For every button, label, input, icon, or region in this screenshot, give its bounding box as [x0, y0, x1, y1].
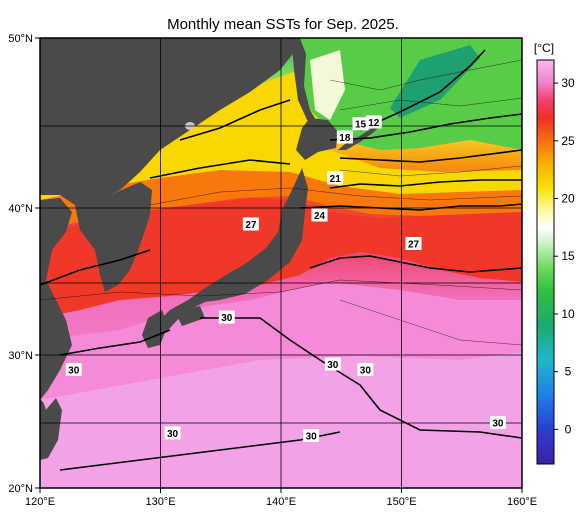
contour-label-background — [489, 416, 506, 429]
contour-label-background — [324, 357, 341, 371]
contour-label-text: 15 — [355, 120, 367, 131]
contour-label: 15 — [352, 117, 369, 131]
contour-label-text: 27 — [245, 220, 257, 231]
lon-label-160: 160°E — [507, 496, 537, 508]
contour-label: 30 — [357, 362, 374, 376]
thin-line-3 — [149, 187, 522, 206]
contour-label-text: 30 — [221, 313, 233, 324]
colorbar-tick-label: 20 — [561, 192, 575, 206]
lat-label-20: 20°N — [8, 483, 33, 495]
isotherm-lines — [40, 49, 522, 471]
japan-honshu — [150, 168, 308, 335]
lat-label-40: 40°N — [8, 203, 33, 215]
lon-label-140: 140°E — [266, 496, 296, 508]
contour-label: 21 — [327, 171, 344, 185]
contour-label-text: 27 — [408, 240, 420, 251]
contour-label-background — [327, 171, 344, 185]
contour-label-text: 30 — [360, 365, 372, 376]
philippine-coast — [40, 400, 48, 460]
isotherm-18 — [179, 99, 522, 163]
colorbar-tick-label: 5 — [565, 365, 572, 379]
thin-isotherm-lines — [40, 59, 522, 346]
contour-label: 27 — [405, 237, 422, 251]
colorbar-tick-label: 30 — [561, 76, 575, 90]
contour-label-text: 24 — [314, 211, 326, 222]
colorbar — [536, 59, 555, 465]
contour-label: 30 — [65, 362, 82, 376]
contour-label-text: 12 — [368, 118, 380, 129]
contour-label: 24 — [311, 208, 328, 222]
lon-label-120: 120°E — [25, 496, 55, 508]
contour-label: 12 — [365, 115, 382, 129]
lon-label-150: 150°E — [386, 496, 416, 508]
thin-line-2 — [339, 299, 522, 346]
contour-label: 30 — [489, 416, 506, 430]
cold-core-region — [390, 45, 480, 118]
graticule — [40, 38, 522, 488]
contour-label-text: 21 — [330, 174, 342, 185]
contour-label-text: 30 — [167, 429, 179, 440]
korea-peninsula — [75, 182, 152, 292]
contour-label: 30 — [324, 357, 341, 371]
contour-label-background — [164, 426, 181, 440]
contour-label-text: 18 — [339, 133, 351, 144]
colorbar-units: [°C] — [534, 41, 554, 55]
thin-line-6 — [339, 97, 522, 111]
thin-line-1 — [40, 279, 522, 301]
colorbar-tick-label: 10 — [561, 307, 575, 321]
japan-hokkaido — [296, 118, 338, 160]
sakhalin-island — [292, 38, 316, 122]
colorbar-ticks: 30 25 20 15 10 5 0 — [554, 76, 575, 436]
contour-label: 27 — [242, 217, 259, 231]
colorbar-tick-label: 0 — [565, 422, 572, 436]
isotherm-15 — [329, 113, 522, 141]
contour-label: 30 — [303, 429, 320, 443]
contour-label-background — [65, 362, 82, 376]
isotherm-24 — [299, 203, 522, 211]
asia-landmass — [40, 38, 300, 205]
contour-label-text: 30 — [306, 432, 318, 443]
contour-label-background — [242, 217, 259, 231]
isotherm-30 — [59, 317, 522, 439]
contour-label-background — [303, 429, 320, 442]
isotherm-27 — [40, 249, 522, 286]
thin-line-4 — [339, 165, 522, 177]
contour-label-text: 30 — [68, 365, 80, 376]
colorbar-tick-label: 15 — [561, 249, 575, 263]
contour-label: 18 — [336, 130, 353, 144]
contour-label-background — [365, 115, 382, 129]
contour-label: 30 — [164, 426, 181, 440]
isotherm-12 — [359, 49, 486, 131]
thin-line-5 — [329, 59, 522, 91]
lat-label-30: 30°N — [8, 350, 33, 362]
isotherm-21 — [149, 159, 522, 189]
china-coast — [40, 198, 72, 400]
contour-label-background — [357, 362, 374, 376]
pale-water-region — [310, 50, 345, 120]
axis-ticks — [35, 37, 523, 493]
contour-label-text: 30 — [492, 419, 504, 430]
contour-label-background — [352, 117, 369, 131]
colorbar-tick-label: 25 — [561, 134, 575, 148]
contour-label-text: 30 — [327, 360, 339, 371]
contour-label-background — [311, 208, 328, 222]
contour-label-background — [218, 310, 235, 324]
map-title: Monthly mean SSTs for Sep. 2025. — [167, 16, 399, 33]
contour-label-background — [336, 130, 353, 144]
isotherm-30-south — [59, 431, 341, 471]
contour-label-background — [405, 237, 422, 250]
lat-label-50: 50°N — [8, 33, 33, 45]
shikoku-island — [175, 306, 205, 326]
lon-label-130: 130°E — [145, 496, 175, 508]
contour-label: 30 — [218, 310, 235, 324]
